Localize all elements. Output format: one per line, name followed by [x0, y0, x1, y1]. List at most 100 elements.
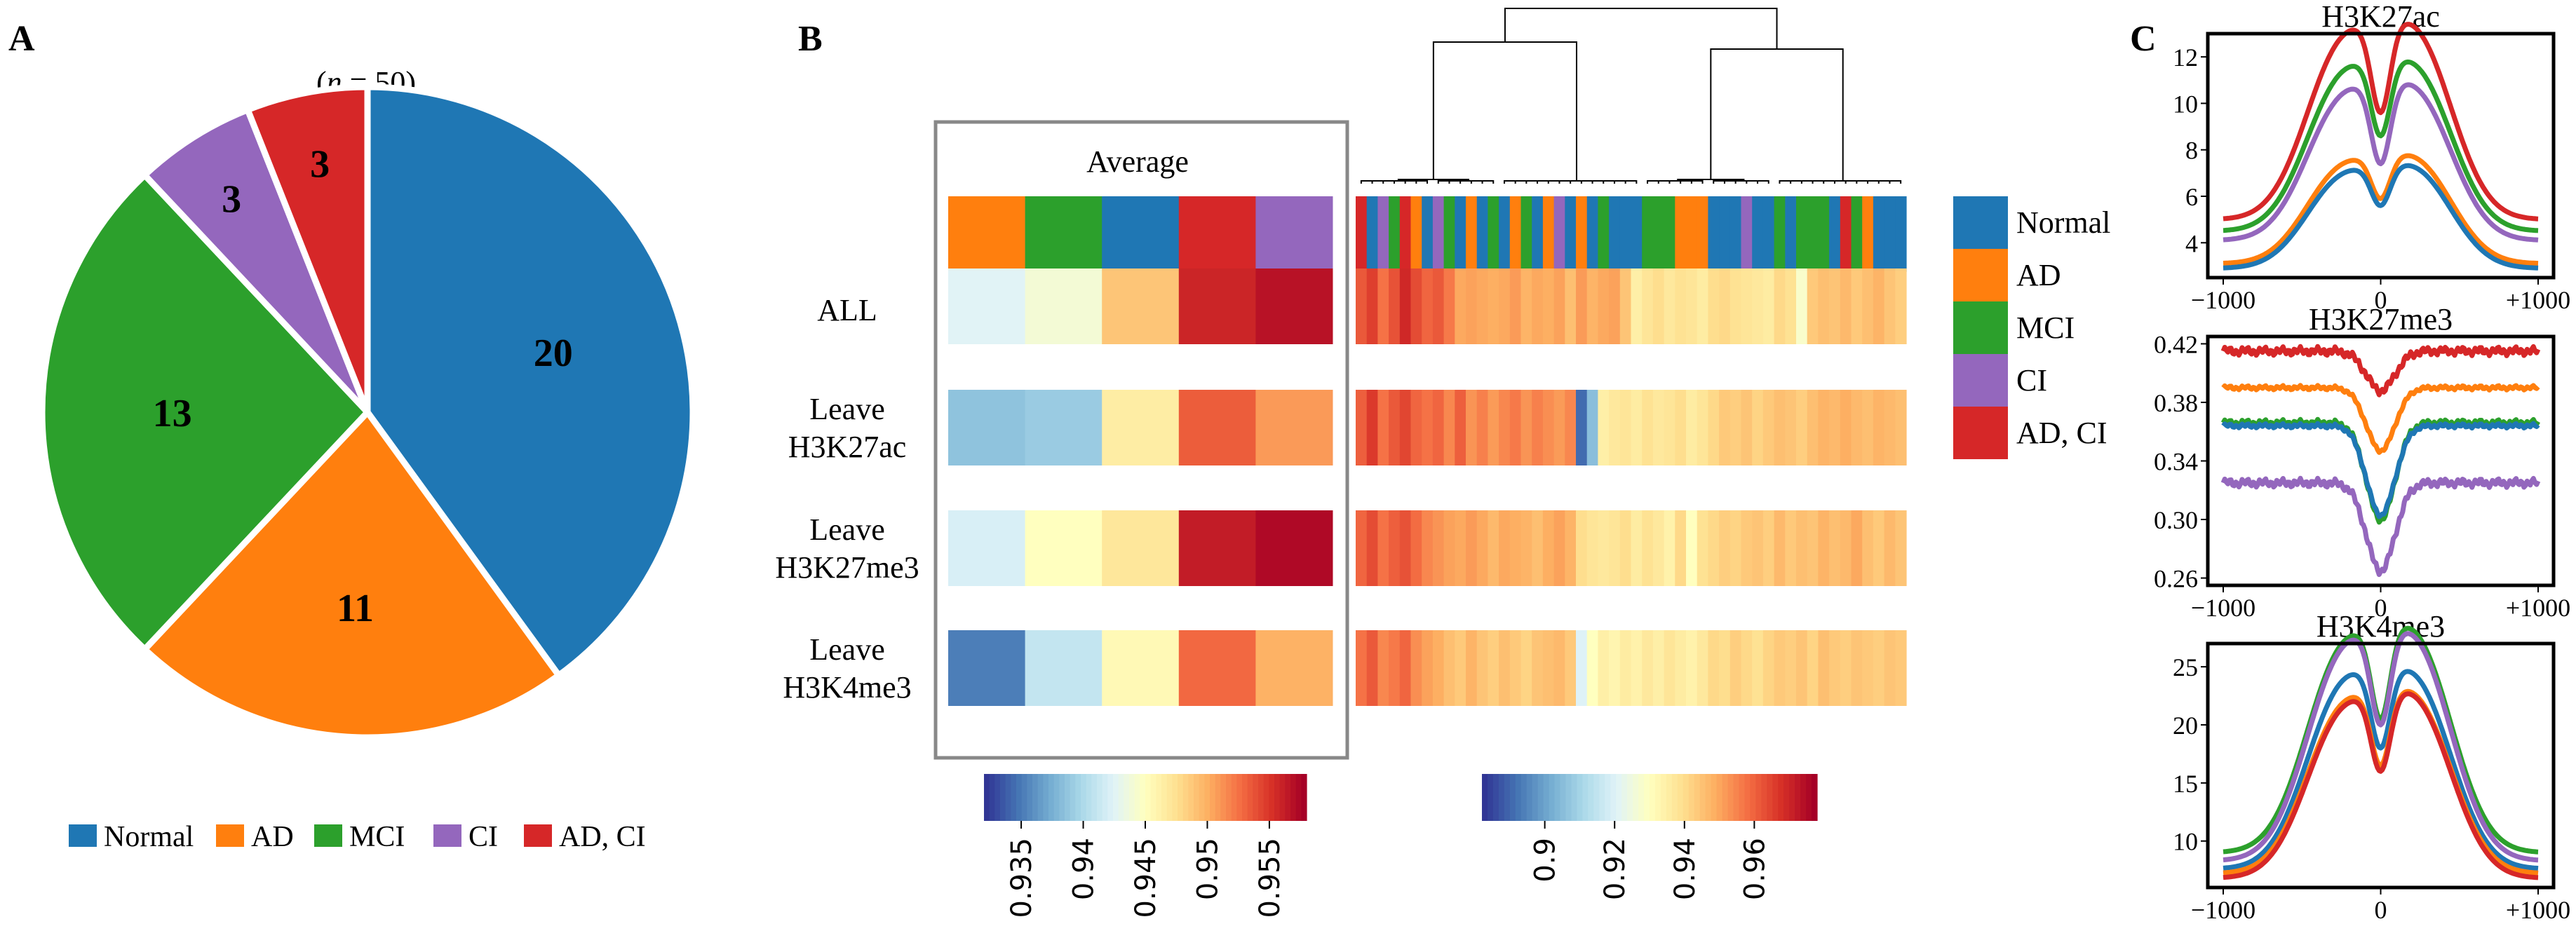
profile-frame	[2206, 334, 2556, 587]
sample-cell	[1532, 510, 1544, 586]
sample-cell	[1818, 390, 1830, 465]
sample-cell	[1829, 510, 1841, 586]
sample-cell	[1840, 630, 1852, 706]
sample-cell	[1389, 630, 1401, 706]
sample-cell	[1719, 630, 1731, 706]
sample-colorbar-segment	[1633, 774, 1639, 821]
sample-colorbar-segment	[1492, 774, 1499, 821]
sample-cell	[1796, 268, 1808, 344]
sample-cell	[1422, 630, 1434, 706]
profile-xtick-label: 0	[2375, 594, 2387, 622]
average-colorbar-segment	[1113, 774, 1119, 821]
average-colorbar-segment	[1005, 774, 1011, 821]
dendrogram-link	[1432, 41, 1577, 181]
sample-colorbar-tick-label: 0.96	[1739, 838, 1771, 900]
average-colorbar-segment	[1220, 774, 1227, 821]
sample-cell	[1499, 510, 1511, 586]
sample-cell	[1609, 268, 1621, 344]
sample-cell	[1377, 268, 1389, 344]
sample-cell	[1509, 268, 1522, 344]
average-colorbar-segment	[1215, 774, 1221, 821]
sample-cell	[1532, 268, 1544, 344]
average-colorbar-segment	[1166, 774, 1173, 821]
pie-slice-mci	[39, 172, 371, 653]
sample-group-cell	[1840, 196, 1852, 272]
average-colorbar-segment	[1156, 774, 1162, 821]
sample-cell	[1422, 510, 1434, 586]
sample-cell	[1686, 268, 1698, 344]
sample-group-cell	[1675, 196, 1687, 272]
sample-cell	[1752, 510, 1764, 586]
profile-xtick-label: −1000	[2191, 594, 2255, 622]
sample-cell	[1576, 510, 1588, 586]
sample-cell	[1895, 510, 1907, 586]
profile-line-normal	[2222, 669, 2540, 871]
heatmap-legend-label-ci: CI	[2016, 363, 2047, 397]
sample-group-cell	[1774, 196, 1786, 272]
sample-cell	[1796, 510, 1808, 586]
sample-cell	[1741, 390, 1753, 465]
average-colorbar-segment	[1210, 774, 1216, 821]
profile-plot-h3k4me3: H3K4me3 25 20 15 10 −1000 0 +1000	[2173, 609, 2570, 924]
sample-cell	[1377, 510, 1389, 586]
profile-line-ad-ci	[2222, 691, 2540, 880]
sample-cell	[1873, 630, 1885, 706]
average-colorbar-segment	[1145, 774, 1152, 821]
sample-group-cell	[1509, 196, 1522, 272]
sample-cell	[1619, 268, 1632, 344]
profile-line-ad	[2221, 383, 2540, 455]
sample-cell	[1432, 630, 1445, 706]
average-colorbar-segment	[1032, 774, 1039, 821]
pie-label-ci: 3	[222, 177, 241, 221]
sample-cell	[1542, 510, 1555, 586]
profile-xtick-label: +1000	[2506, 286, 2570, 314]
sample-colorbar-segment	[1498, 774, 1505, 821]
average-colorbar-segment	[1000, 774, 1006, 821]
sample-group-cell	[1796, 196, 1808, 272]
average-cell	[948, 268, 1026, 344]
sample-colorbar-segment	[1722, 774, 1729, 821]
pie-legend-label-ad-ci: AD, CI	[559, 821, 646, 853]
average-colorbar-segment	[1011, 774, 1017, 821]
pie-slice-ci	[141, 107, 371, 416]
sample-group-cell	[1652, 196, 1665, 272]
sample-colorbar-tick-label: 0.94	[1669, 838, 1701, 900]
profile-line-ci	[2220, 475, 2541, 578]
sample-cell	[1488, 510, 1499, 586]
sample-colorbar-segment	[1778, 774, 1784, 821]
sample-group-cell	[1862, 196, 1874, 272]
average-cell	[1102, 510, 1180, 586]
pie-label-ad: 11	[337, 587, 374, 630]
sample-cell	[1476, 390, 1488, 465]
sample-cell	[1762, 630, 1775, 706]
sample-cell	[1499, 390, 1511, 465]
sample-group-cell	[1686, 196, 1698, 272]
sample-colorbar-segment	[1644, 774, 1650, 821]
profile-xtick-label: −1000	[2191, 286, 2255, 314]
sample-cell	[1664, 630, 1675, 706]
heatmap-colorbars: 0.935 0.94 0.945 0.95 0.955 0.9 0.92 0.94 0.96	[984, 774, 1818, 918]
pie-legend-label-normal: Normal	[104, 821, 194, 853]
sample-colorbar-segment	[1666, 774, 1673, 821]
sample-colorbar-segment	[1660, 774, 1667, 821]
profile-ytick-label: 4	[2185, 229, 2198, 257]
average-cell	[1255, 268, 1333, 344]
sample-cell	[1432, 510, 1445, 586]
average-colorbar-segment	[1070, 774, 1076, 821]
heatmap-legend-label-normal: Normal	[2016, 205, 2110, 240]
sample-colorbar-segment	[1554, 774, 1561, 821]
heatmap-legend-swatch-mci	[1953, 301, 2008, 354]
sample-cell	[1774, 510, 1786, 586]
sample-colorbar-segment	[1593, 774, 1600, 821]
sample-cell	[1542, 268, 1555, 344]
sample-cell	[1851, 510, 1863, 586]
sample-cell	[1509, 510, 1522, 586]
sample-colorbar-segment	[1761, 774, 1767, 821]
sample-colorbar-segment	[1599, 774, 1605, 821]
profile-line-normal	[2221, 421, 2540, 519]
sample-cell	[1652, 510, 1665, 586]
profile-ytick-label: 10	[2173, 90, 2198, 118]
sample-cell	[1422, 390, 1434, 465]
